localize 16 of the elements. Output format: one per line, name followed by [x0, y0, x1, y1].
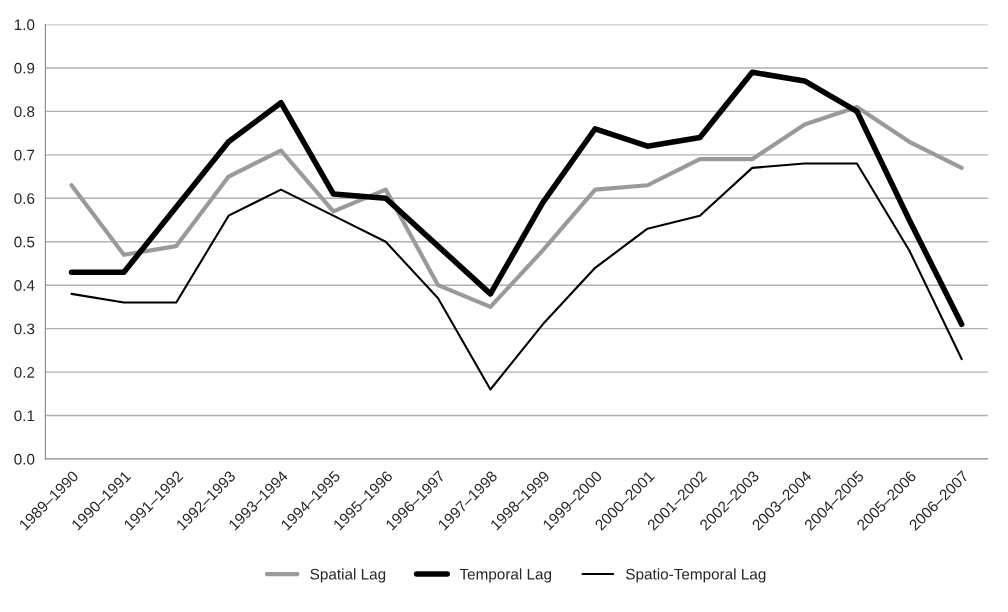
y-tick-label: 0.7 — [14, 149, 35, 161]
y-tick-label: 0.1 — [14, 410, 35, 422]
legend-label: Temporal Lag — [459, 568, 552, 583]
y-tick-label: 1.0 — [14, 19, 35, 31]
y-tick-label: 0.0 — [14, 453, 35, 465]
y-tick-label: 0.6 — [14, 193, 35, 204]
y-tick-label: 0.3 — [14, 323, 35, 335]
legend-label: Spatio-Temporal Lag — [626, 568, 766, 583]
y-tick-label: 0.4 — [14, 280, 35, 291]
y-tick-label: 0.8 — [14, 106, 35, 118]
legend-label: Spatial Lag — [310, 568, 386, 583]
y-tick-label: 0.9 — [14, 62, 35, 74]
line-series — [70, 162, 963, 391]
line-series — [69, 104, 964, 310]
y-tick-label: 0.5 — [14, 236, 35, 248]
y-tick-label: 0.2 — [14, 366, 35, 378]
